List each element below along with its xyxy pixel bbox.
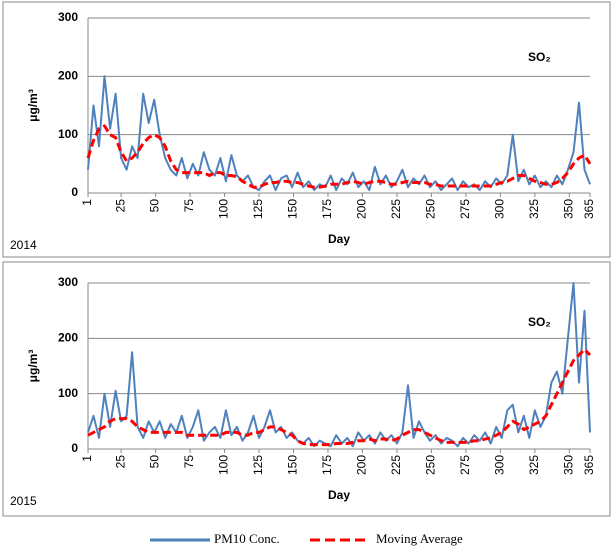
x-tick-label: 325	[527, 199, 541, 219]
y-tick-label: 100	[58, 386, 78, 400]
x-tick-label: 75	[182, 199, 196, 213]
series-line	[87, 282, 591, 448]
y-axis-label: μg/m³	[26, 89, 40, 122]
x-tick-label: 275	[458, 199, 472, 219]
x-tick-label: 250	[424, 455, 438, 475]
panel-frame	[2, 1, 611, 258]
x-tick-label: 75	[182, 455, 196, 469]
x-tick-label: 200	[355, 199, 369, 219]
y-tick-label: 200	[58, 331, 78, 345]
x-tick-label: 100	[217, 199, 231, 219]
x-tick-label: 25	[113, 199, 127, 213]
x-tick-label: 1	[80, 455, 94, 462]
x-tick-label: 175	[320, 199, 334, 219]
y-tick-label: 200	[58, 69, 78, 83]
x-tick-label: 250	[424, 199, 438, 219]
series-line	[87, 347, 592, 447]
annotation: SO₂	[528, 50, 551, 64]
annotation: SO₂	[528, 315, 551, 329]
x-tick-label: 100	[217, 455, 231, 475]
x-tick-label: 125	[251, 199, 265, 219]
y-axis-label: μg/m³	[26, 350, 40, 383]
x-axis-label: Day	[328, 488, 350, 502]
x-tick-label: 225	[389, 455, 403, 475]
legend-label: Moving Average	[376, 531, 463, 546]
series-line	[87, 75, 591, 192]
x-tick-label: 350	[561, 199, 575, 219]
x-tick-label: 225	[389, 199, 403, 219]
x-tick-label: 125	[251, 455, 265, 475]
x-axis-label: Day	[328, 232, 350, 246]
panel-frame	[2, 261, 611, 517]
x-tick-label: 150	[286, 199, 300, 219]
y-tick-label: 0	[71, 185, 78, 199]
x-tick-label: 365	[582, 199, 596, 219]
x-tick-label: 25	[113, 455, 127, 469]
x-tick-label: 325	[527, 455, 541, 475]
x-tick-label: 300	[493, 199, 507, 219]
legend-label: PM10 Conc.	[214, 531, 280, 546]
year-label: 2015	[10, 494, 37, 508]
y-tick-label: 300	[58, 275, 78, 289]
x-tick-label: 275	[458, 455, 472, 475]
x-tick-label: 300	[493, 455, 507, 475]
x-tick-label: 350	[561, 455, 575, 475]
x-tick-label: 1	[80, 199, 94, 206]
y-tick-label: 100	[58, 127, 78, 141]
x-tick-label: 200	[355, 455, 369, 475]
x-tick-label: 50	[148, 455, 162, 469]
year-label: 2014	[10, 238, 37, 252]
y-tick-label: 0	[71, 441, 78, 455]
x-tick-label: 150	[286, 455, 300, 475]
x-tick-label: 365	[582, 455, 596, 475]
x-tick-label: 175	[320, 455, 334, 475]
y-tick-label: 300	[58, 10, 78, 24]
x-tick-label: 50	[148, 199, 162, 213]
